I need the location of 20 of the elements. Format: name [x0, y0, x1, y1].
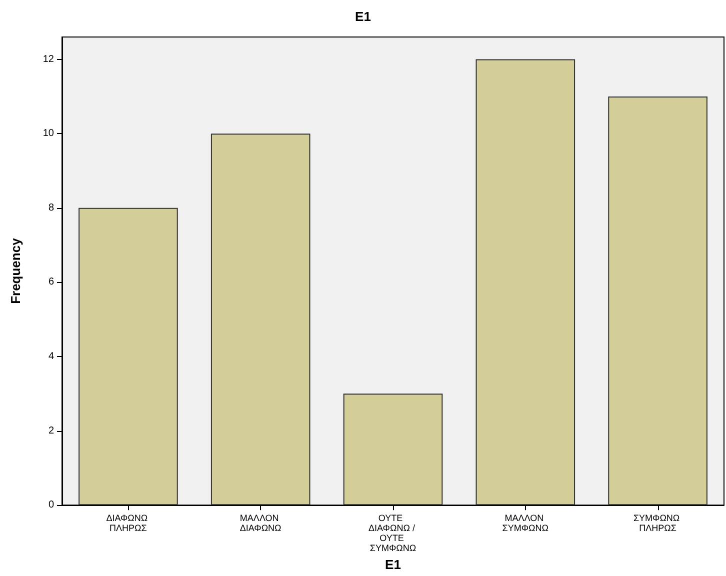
y-axis-title: Frequency	[8, 237, 23, 304]
y-tick-label: 12	[42, 54, 54, 65]
y-tick-label: 8	[48, 202, 54, 214]
y-tick-label: 10	[42, 128, 54, 140]
bar	[343, 394, 443, 506]
y-tick-label: 6	[48, 276, 54, 288]
x-tick-label: ΜΑΛΛΟΝ ΣΥΜΦΩΝΩ	[502, 513, 549, 534]
bar	[476, 59, 576, 506]
x-tick-label: ΣΥΜΦΩΝΩ ΠΛΗΡΩΣ	[633, 513, 682, 534]
x-tick-label: ΟΥΤΕ ΔΙΑΦΩΝΩ / ΟΥΤΕ ΣΥΜΦΩΝΩ	[368, 513, 418, 554]
y-tick-label: 4	[48, 350, 54, 362]
bar	[78, 208, 178, 506]
x-tick-label: ΔΙΑΦΩΝΩ ΠΛΗΡΩΣ	[106, 513, 150, 534]
x-axis-title: E1	[385, 557, 401, 572]
bar	[210, 134, 310, 506]
y-tick-label: 2	[48, 425, 54, 436]
bar	[608, 96, 708, 506]
chart-title: E1	[355, 9, 371, 24]
x-tick-label: ΜΑΛΛΟΝ ΔΙΑΦΩΝΩ	[240, 513, 282, 534]
y-tick-label: 0	[48, 500, 54, 511]
